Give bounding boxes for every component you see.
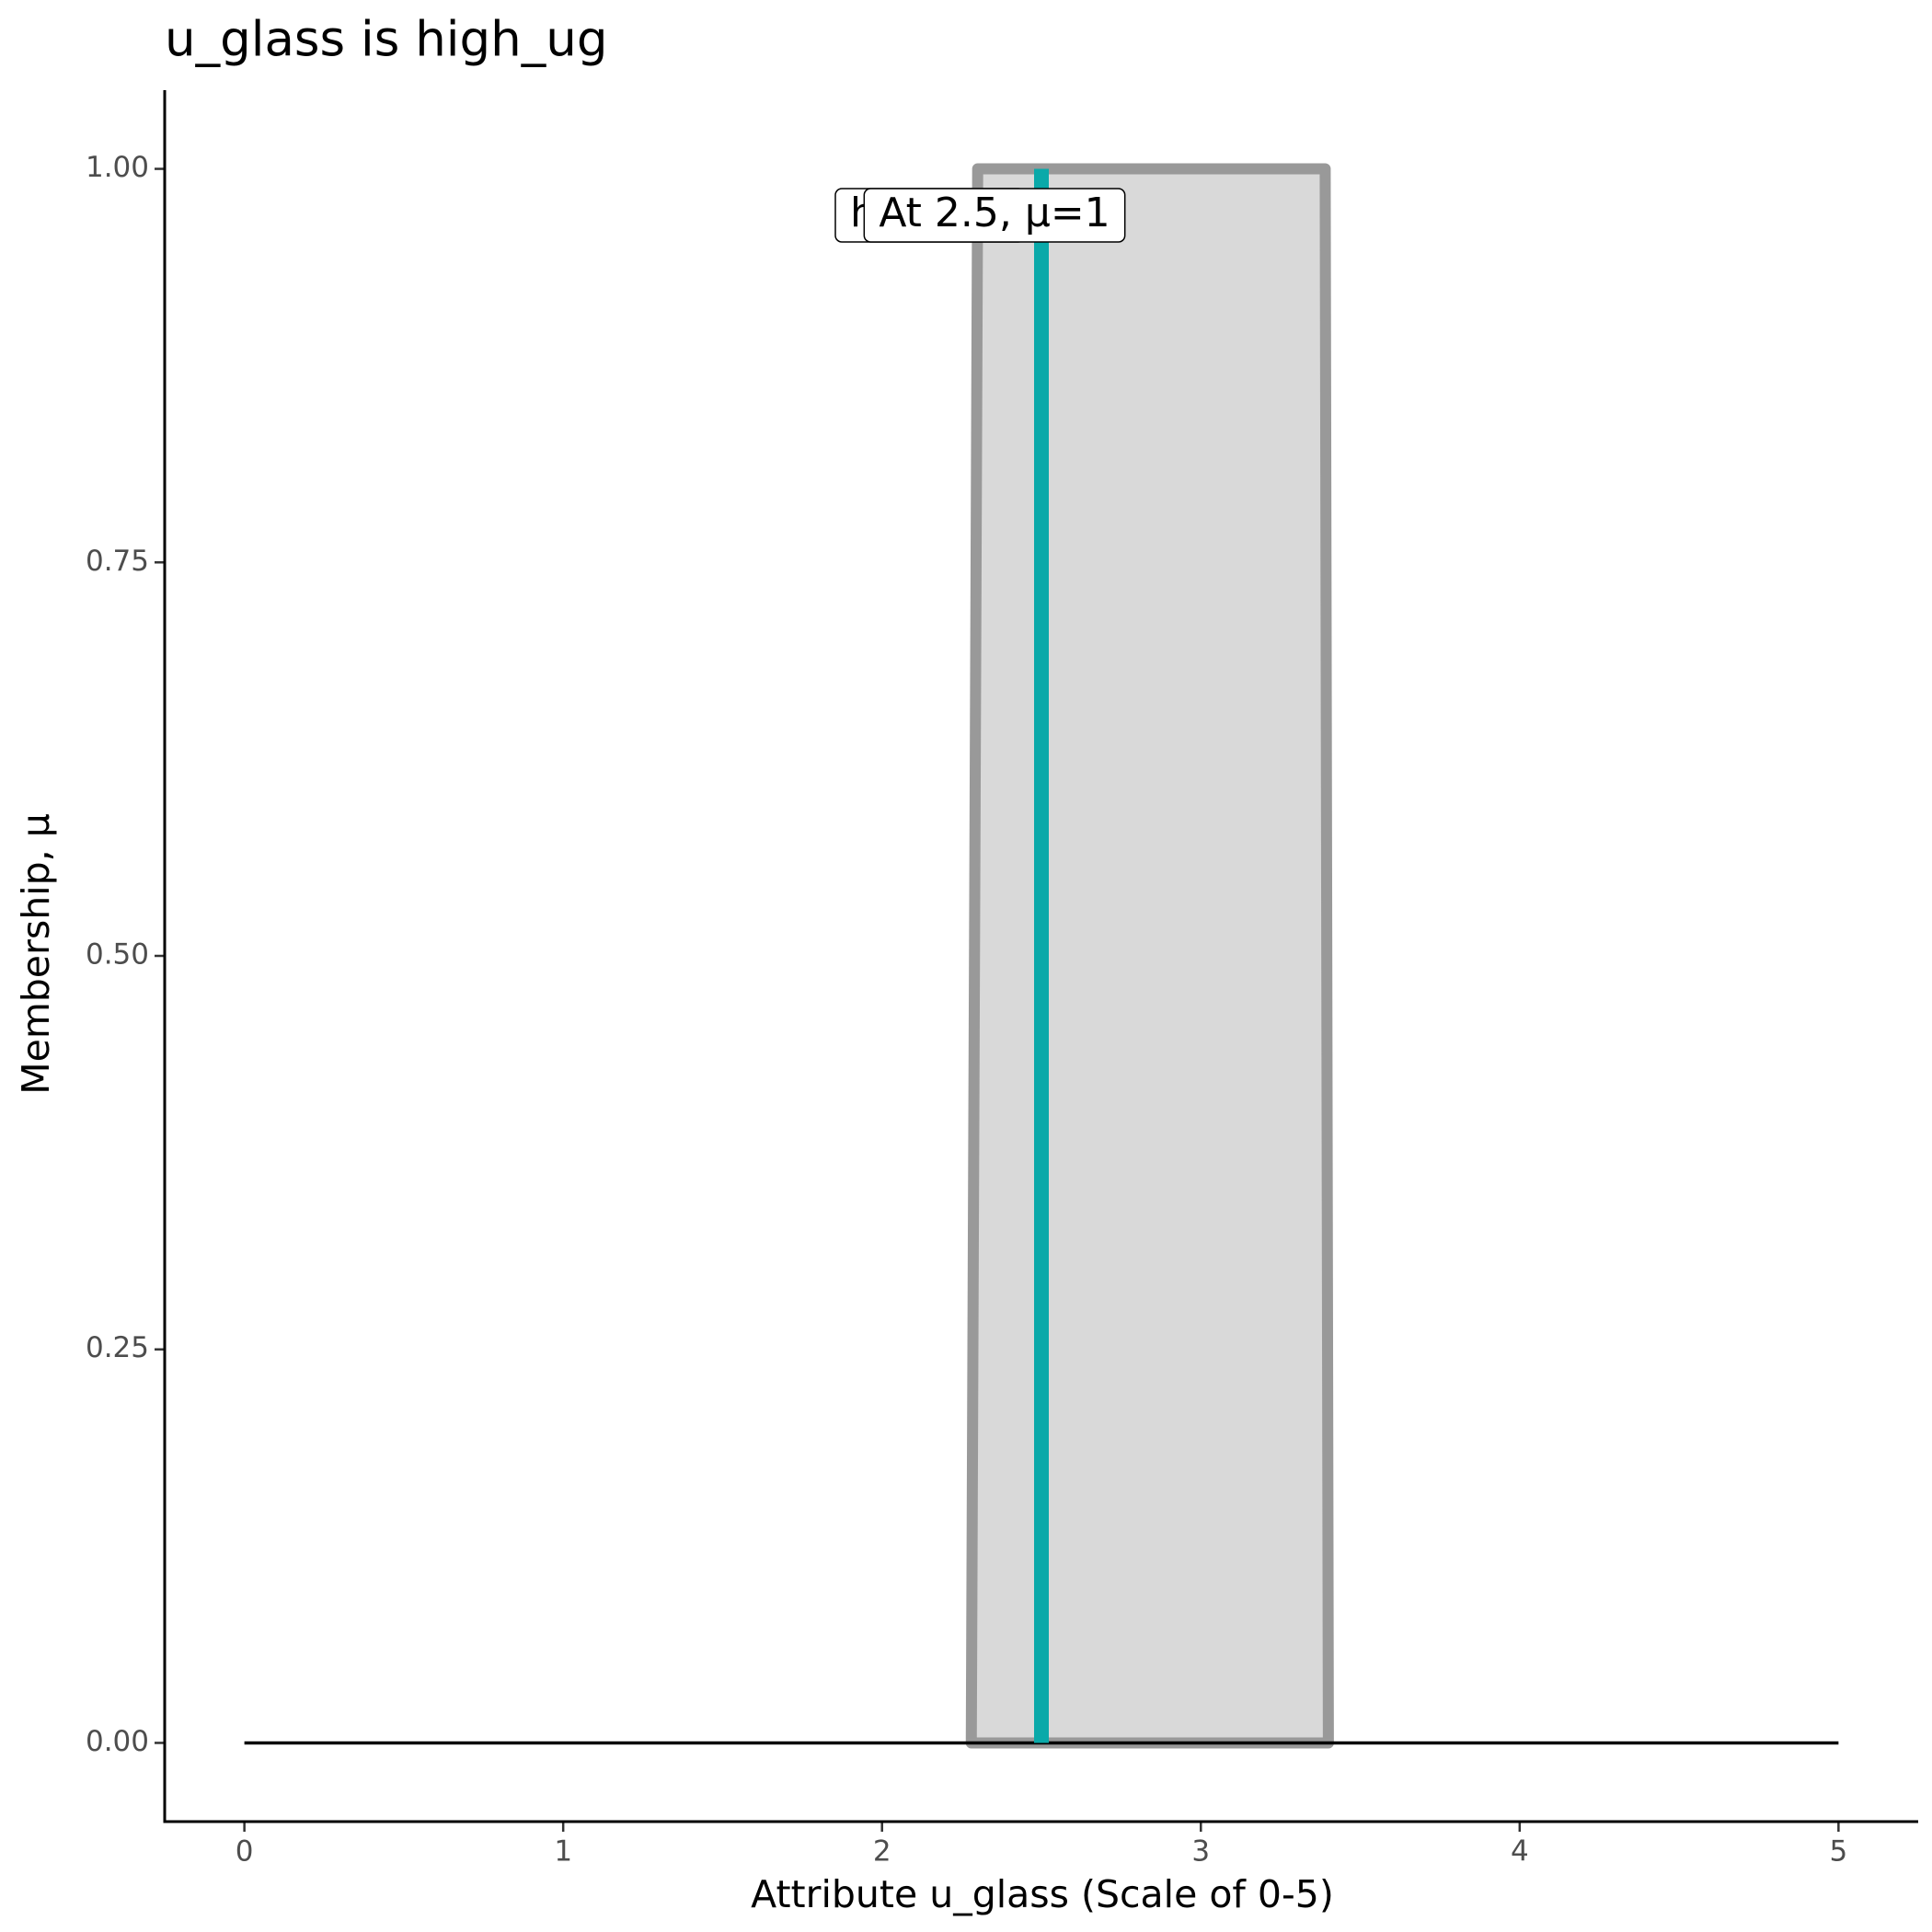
marker-label: At 2.5, μ=1 bbox=[879, 190, 1110, 236]
marker-label-box bbox=[863, 188, 1126, 243]
y-tick-label: 0.00 bbox=[86, 1725, 149, 1758]
y-axis-title: Membership, μ bbox=[14, 813, 58, 1095]
x-tick-label: 3 bbox=[1191, 1835, 1210, 1869]
x-tick-label: 5 bbox=[1829, 1835, 1847, 1869]
marker-label-group: At 2.5, μ=1 bbox=[863, 188, 1126, 243]
x-tick-label: 4 bbox=[1511, 1835, 1529, 1869]
x-tick-label: 0 bbox=[236, 1835, 254, 1869]
x-axis-title: Attribute u_glass (Scale of 0-5) bbox=[751, 1872, 1334, 1916]
chart-title: u_glass is high_ug bbox=[165, 12, 607, 68]
x-tick-label: 1 bbox=[554, 1835, 572, 1869]
y-tick-label: 0.75 bbox=[86, 545, 149, 578]
x-tick-label: 2 bbox=[873, 1835, 891, 1869]
y-tick-label: 1.00 bbox=[86, 151, 149, 184]
y-tick-label: 0.50 bbox=[86, 938, 149, 972]
membership-area bbox=[965, 163, 1334, 1749]
y-tick-label: 0.25 bbox=[86, 1331, 149, 1364]
